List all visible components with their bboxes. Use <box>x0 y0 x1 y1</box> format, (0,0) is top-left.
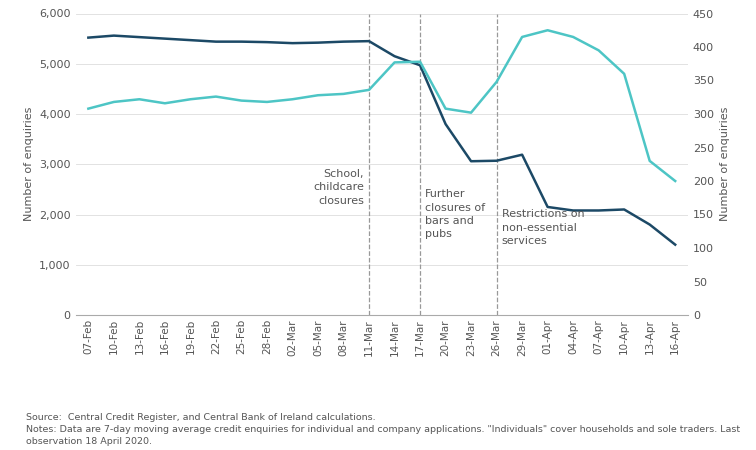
Y-axis label: Number of enquiries: Number of enquiries <box>720 107 730 221</box>
Text: School,
childcare
closures: School, childcare closures <box>313 169 364 206</box>
Text: Source:  Central Credit Register, and Central Bank of Ireland calculations.
Note: Source: Central Credit Register, and Cen… <box>26 413 741 446</box>
Text: Restrictions on
non-essential
services: Restrictions on non-essential services <box>502 209 584 246</box>
Y-axis label: Number of enquiries: Number of enquiries <box>23 107 33 221</box>
Text: Further
closures of
bars and
pubs: Further closures of bars and pubs <box>425 189 485 239</box>
